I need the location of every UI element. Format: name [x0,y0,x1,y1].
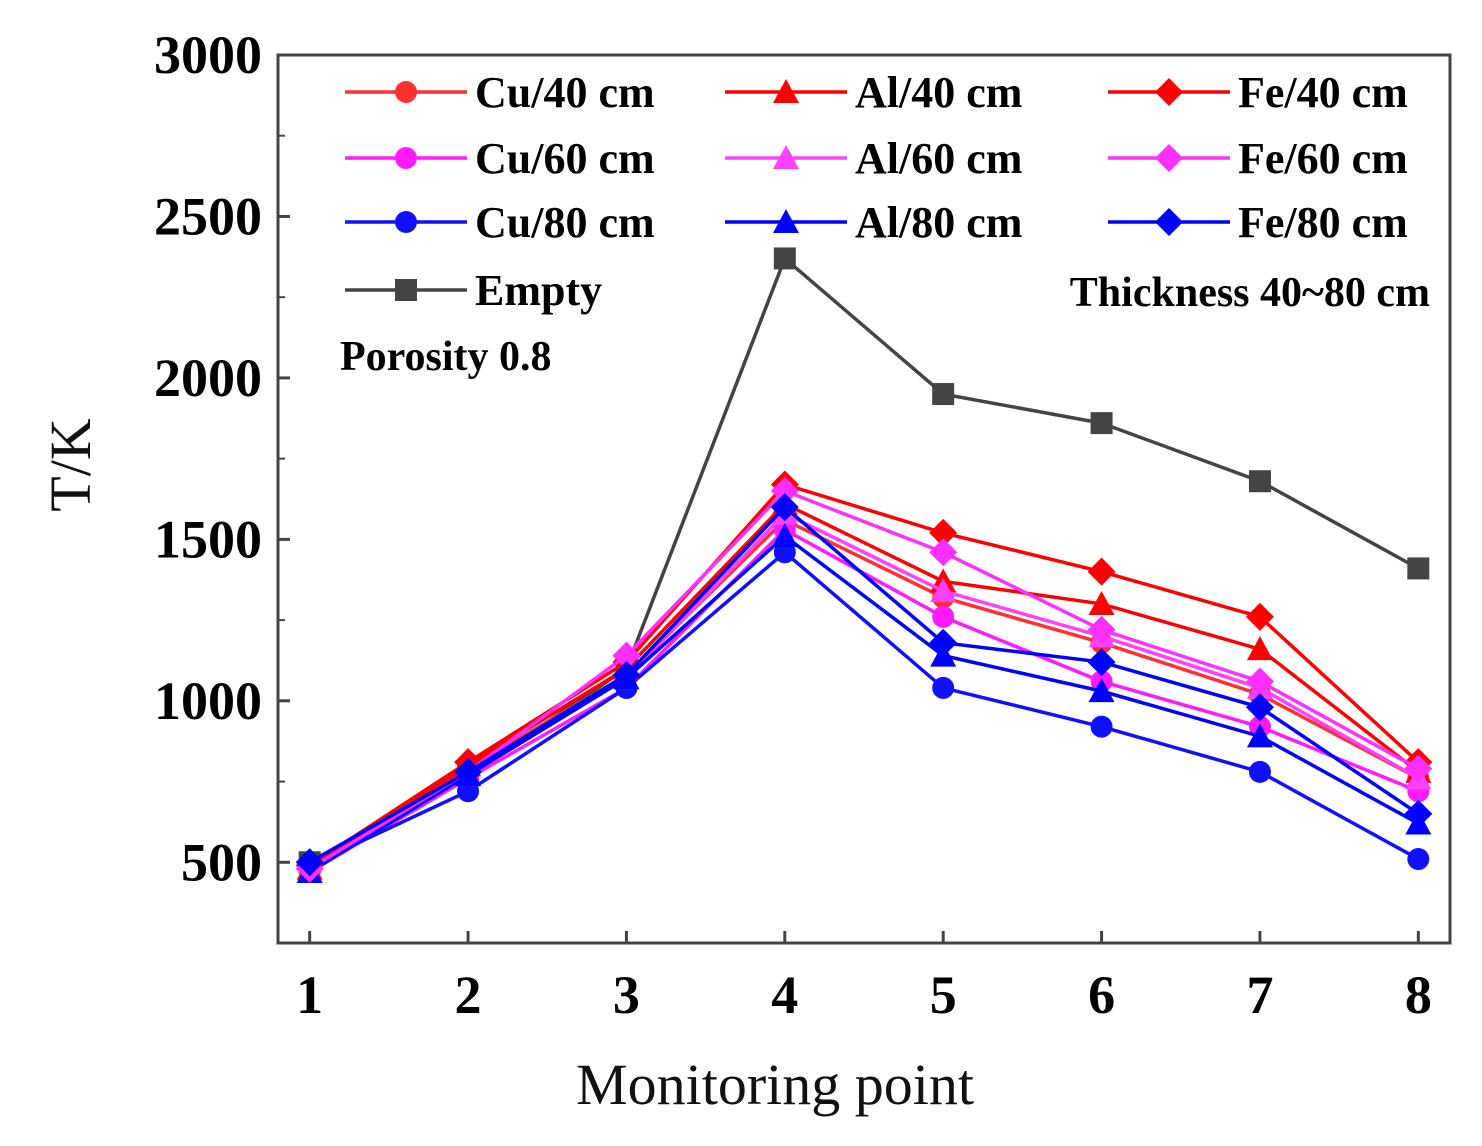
series-line [308,549,1420,868]
legend-label: Fe/40 cm [1238,68,1408,117]
legend-item: Fe/60 cm [1108,134,1408,183]
data-point [1245,602,1274,631]
data-point [770,476,799,505]
series-layer [295,247,1433,883]
legend: Cu/40 cm Cu/60 cm Cu/80 cm Al/40 cm Al/60 cm… [345,68,1408,315]
series-line [308,488,1420,871]
data-point [1245,693,1274,722]
y-tick-label: 3000 [154,25,262,85]
legend-item: Cu/80 cm [345,198,655,247]
legend-label: Al/60 cm [855,134,1022,183]
legend-marker [773,145,799,169]
data-point [1087,615,1116,644]
y-axis-title: T/K [38,418,103,512]
x-tick-label: 4 [771,965,798,1025]
data-point [1088,590,1115,615]
x-tick-label: 5 [930,965,957,1025]
data-point [454,757,483,786]
legend-label: Al/40 cm [855,68,1022,117]
data-point [773,247,796,270]
legend-marker [395,211,417,233]
legend-marker [395,81,417,103]
legend-marker [773,209,799,233]
legend-item: Al/60 cm [725,134,1022,183]
legend-label: Empty [475,266,602,315]
data-point [771,523,798,548]
data-point [932,605,955,628]
data-point [1248,470,1271,493]
x-axis-title: Monitoring point [576,1052,974,1117]
legend-label: Cu/40 cm [475,68,655,117]
legend-marker [773,79,799,103]
legend-item: Fe/40 cm [1108,68,1408,117]
series-line [308,482,1420,867]
data-point [929,628,958,657]
legend-item: Al/80 cm [725,198,1022,247]
legend-item: Fe/80 cm [1108,198,1408,247]
x-tick-label: 7 [1246,965,1273,1025]
y-tick-label: 2000 [154,348,262,408]
legend-marker [1155,144,1183,172]
series-line [308,504,1420,864]
data-point [1087,648,1116,677]
legend-item: Al/40 cm [725,68,1022,117]
data-point [932,383,955,406]
legend-marker [1155,208,1183,236]
data-point [1407,848,1430,871]
y-tick-label: 1000 [154,671,262,731]
data-point [1404,799,1433,828]
series-line [308,501,1420,871]
data-point [929,538,958,567]
x-tick-label: 2 [455,965,482,1025]
series-line [308,533,1420,874]
x-tick-label: 1 [296,965,323,1025]
data-point [612,641,641,670]
legend-label: Fe/60 cm [1238,134,1408,183]
x-tick-label: 8 [1405,965,1432,1025]
y-tick-label: 1500 [154,509,262,569]
data-point [1248,760,1271,783]
data-point [1407,557,1430,580]
axes: 1 2 3 4 5 6 7 8 500 1000 1500 2000 2500 3000 [154,25,1432,1025]
data-point [1087,557,1116,586]
series-fe-80-cm [295,493,1433,877]
legend-marker [1155,78,1183,106]
legend-label: Fe/80 cm [1238,198,1408,247]
data-point [1090,715,1113,738]
data-point [1246,636,1273,661]
data-point [932,676,955,699]
legend-marker [395,147,417,169]
data-point [1088,678,1115,703]
data-point [1404,754,1433,783]
legend-item: Empty [345,266,602,315]
data-point [295,848,324,877]
data-point [929,518,958,547]
x-tick-label: 3 [613,965,640,1025]
legend-item: Cu/60 cm [345,134,655,183]
legend-label: Cu/60 cm [475,134,655,183]
legend-item: Cu/40 cm [345,68,655,117]
legend-marker [395,279,417,301]
data-point [1090,412,1113,435]
data-point [930,578,957,603]
plot-frame [276,53,1452,945]
data-point [770,493,799,522]
legend-label: Cu/80 cm [475,198,655,247]
thickness-annotation: Thickness 40~80 cm [1070,270,1430,316]
data-point [612,660,641,689]
porosity-annotation: Porosity 0.8 [340,334,552,380]
data-point [1245,667,1274,696]
x-tick-label: 6 [1088,965,1115,1025]
y-tick-label: 2500 [154,186,262,246]
y-tick-label: 500 [181,832,262,892]
data-point [1246,723,1273,748]
legend-label: Al/80 cm [855,198,1022,247]
series-fe-60-cm [295,476,1433,883]
